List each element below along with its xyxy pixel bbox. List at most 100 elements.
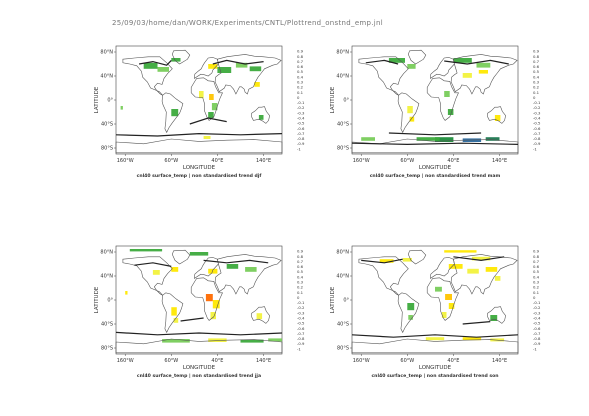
colorbar-label: -0.6 — [297, 126, 305, 131]
colorbar-label: 0.5 — [297, 69, 304, 74]
colorbar-label: 0.8 — [297, 54, 304, 59]
colorbar-label: 0 — [533, 95, 536, 100]
trend-patch — [402, 258, 412, 262]
trend-patch — [467, 268, 479, 274]
trend-patch — [416, 137, 440, 141]
colorbar-label: 0.8 — [533, 54, 540, 59]
colorbar-label: -1 — [297, 346, 301, 351]
y-tick-label: 40°N — [100, 274, 113, 280]
y-tick-label: 80°N — [100, 250, 113, 256]
trend-patch — [211, 103, 218, 111]
contour-line — [115, 132, 283, 137]
colorbar-label: 0.8 — [533, 254, 540, 259]
coastline-samerica — [161, 292, 184, 334]
trend-patch — [445, 294, 452, 300]
y-tick-label: 80°S — [101, 346, 113, 352]
map-svg: 160°W 60°W 40°E 140°E 80°N 40°N 0° 40°S 80°S LONG… — [330, 45, 541, 179]
contour-line — [180, 317, 204, 322]
panel-title: cnl40 surface_temp | non standardised tr… — [371, 373, 498, 379]
trend-patch — [453, 58, 472, 63]
trend-patch — [157, 67, 169, 72]
trend-patch — [485, 267, 498, 272]
coastline-africa — [426, 77, 459, 121]
coastline-samerica — [161, 92, 184, 134]
y-tick-label: 0° — [107, 98, 113, 104]
trend-patch — [444, 250, 477, 253]
contour-line — [462, 321, 491, 325]
contour-line — [134, 262, 172, 267]
trend-patch — [462, 337, 482, 341]
trend-patch — [448, 303, 455, 309]
y-tick-label: 80°S — [337, 346, 349, 352]
colorbar-label: 0.3 — [533, 280, 540, 285]
x-tick-label: 40°E — [211, 358, 223, 364]
colorbar-label: -0.6 — [297, 326, 305, 331]
x-axis-label: LONGITUDE — [419, 165, 452, 171]
colorbar-label: -0.3 — [533, 110, 541, 115]
y-tick-label: 80°N — [336, 250, 349, 256]
trend-patch — [254, 82, 260, 87]
coastline-antarctica — [351, 338, 519, 354]
colorbar-label: -0.7 — [297, 331, 305, 336]
trend-patch — [444, 91, 450, 97]
contour-line — [388, 132, 482, 136]
map-svg: 160°W 60°W 40°E 140°E 80°N 40°N 0° 40°S 80°S LONG… — [94, 45, 305, 179]
x-axis-label: LONGITUDE — [183, 365, 216, 371]
colorbar-label: 0.1 — [297, 290, 304, 295]
x-tick-label: 140°E — [256, 158, 271, 164]
coastline-namerica — [122, 56, 173, 96]
trend-patch — [407, 303, 415, 311]
y-tick-label: 40°N — [336, 274, 349, 280]
trend-patch — [490, 315, 498, 321]
coastline-antarctica — [115, 138, 283, 154]
y-tick-label: 0° — [343, 298, 349, 304]
contour-line — [453, 256, 505, 262]
trend-patch — [447, 109, 454, 115]
coastline-namerica — [122, 256, 173, 296]
colorbar-label: 0.4 — [533, 74, 540, 79]
x-tick-label: 60°W — [400, 358, 414, 364]
colorbar-label: 0.4 — [533, 274, 540, 279]
x-tick-label: 40°E — [447, 358, 459, 364]
colorbar-label: 0 — [297, 95, 300, 100]
colorbar-label: 0.7 — [533, 59, 540, 64]
y-tick-label: 0° — [343, 98, 349, 104]
trend-patch — [408, 315, 413, 320]
trend-patch — [199, 91, 204, 99]
map-panel-son: 160°W 60°W 40°E 140°E 80°N 40°N 0° 40°S 80°S LONG… — [318, 238, 548, 398]
y-axis-label: LATITUDE — [330, 86, 336, 113]
contour-line — [203, 259, 269, 264]
colorbar-label: -1 — [297, 146, 301, 151]
colorbar-label: 0.9 — [297, 249, 304, 254]
colorbar-label: 0.8 — [297, 254, 304, 259]
trend-patch — [494, 115, 501, 121]
map-frame — [115, 245, 283, 355]
colorbar-label: 0.3 — [297, 80, 304, 85]
coastline-africa — [426, 277, 459, 321]
x-tick-label: 60°W — [400, 158, 414, 164]
x-axis-label: LONGITUDE — [183, 165, 216, 171]
panel-title: cnl40 surface_temp | non standardised tr… — [370, 173, 501, 179]
trend-patch — [361, 137, 375, 141]
colorbar-label: -0.4 — [533, 316, 541, 321]
x-tick-label: 160°W — [353, 358, 370, 364]
colorbar-label: -1 — [533, 346, 537, 351]
colorbar-label: -0.5 — [533, 321, 541, 326]
page-title: 25/09/03/home/dan/WORK/Experiments/CNTL/… — [112, 19, 384, 27]
y-tick-label: 80°N — [336, 50, 349, 56]
colorbar-label: -0.3 — [533, 310, 541, 315]
colorbar-label: -0.2 — [297, 105, 305, 110]
y-tick-label: 40°S — [337, 322, 349, 328]
colorbar-label: -0.2 — [533, 105, 541, 110]
colorbar-label: -0.3 — [297, 310, 305, 315]
colorbar-label: -0.9 — [297, 341, 305, 346]
x-tick-label: 140°E — [492, 158, 507, 164]
x-axis-label: LONGITUDE — [419, 365, 452, 371]
coastline-asia — [450, 254, 518, 295]
colorbar-label: 0.2 — [533, 285, 540, 290]
map-panel-djf: 160°W 60°W 40°E 140°E 80°N 40°N 0° 40°S 80°S LONG… — [82, 38, 312, 198]
colorbar-label: 0.2 — [533, 85, 540, 90]
coastline-greenland — [171, 49, 191, 65]
colorbar-label: -1 — [533, 146, 537, 151]
coastline-samerica — [397, 292, 420, 334]
